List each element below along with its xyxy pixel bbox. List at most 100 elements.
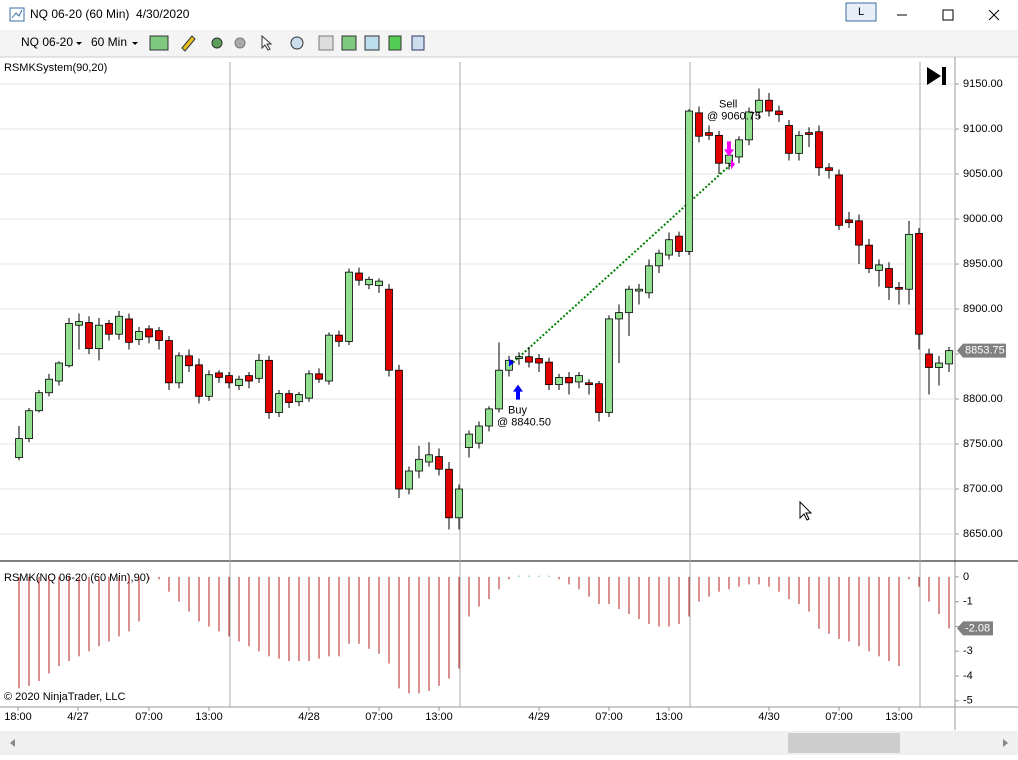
copyright: © 2020 NinjaTrader, LLC	[4, 691, 125, 703]
chart-trader-icon[interactable]	[388, 35, 402, 51]
candle-body	[255, 359, 263, 379]
properties-icon[interactable]	[318, 35, 334, 51]
y-tick-label: 8650.00	[963, 528, 1003, 540]
candle-body	[365, 278, 373, 286]
candle-body	[455, 488, 463, 519]
y-tick-label: -5	[963, 695, 973, 707]
candle-body	[325, 334, 333, 382]
candle-body	[585, 382, 593, 386]
x-tick-label: 13:00	[655, 711, 683, 723]
candle-body	[805, 132, 813, 135]
candle-body	[105, 323, 113, 335]
y-tick-label: 8800.00	[963, 393, 1003, 405]
candle-body	[35, 392, 43, 412]
x-tick-label: 4/29	[528, 711, 549, 723]
search-icon[interactable]	[290, 36, 304, 50]
candle-body	[845, 219, 853, 224]
candle-body	[565, 377, 573, 384]
app-icon-line	[11, 9, 23, 19]
last-price-tag	[957, 343, 1006, 358]
candle-body	[665, 239, 673, 256]
instrument-selector[interactable]: NQ 06-20	[21, 35, 73, 49]
candle-body	[355, 272, 363, 281]
candle-body	[875, 264, 883, 271]
candle-body	[195, 364, 203, 397]
x-tick-label: 18:00	[4, 711, 32, 723]
y-tick-label: 8700.00	[963, 483, 1003, 495]
candle-body	[825, 167, 833, 171]
candle-body	[535, 358, 543, 364]
candle-body	[185, 355, 193, 367]
candle-body	[415, 458, 423, 472]
candle-body	[405, 470, 413, 490]
y-tick-label: -1	[963, 596, 973, 608]
candle-body	[695, 112, 703, 137]
candle-body	[735, 139, 743, 158]
candle-body	[945, 350, 953, 365]
close[interactable]	[988, 9, 1000, 21]
trade-label: Buy	[508, 404, 527, 416]
candle-body	[765, 99, 773, 112]
trade-marker	[731, 159, 735, 170]
candle-body	[425, 454, 433, 463]
indicators-icon[interactable]	[341, 35, 357, 51]
x-tick-label: 13:00	[425, 711, 453, 723]
x-tick-label: 07:00	[135, 711, 163, 723]
dropdown-arrow[interactable]	[132, 42, 138, 45]
candle-body	[495, 369, 503, 410]
x-tick-label: 13:00	[195, 711, 223, 723]
candle-body	[865, 244, 873, 269]
y-tick-label: 9000.00	[963, 213, 1003, 225]
candle-body	[755, 99, 763, 113]
candle-body	[905, 233, 913, 290]
candle-body	[335, 334, 343, 342]
buy-arrow	[513, 384, 523, 400]
pointer-icon[interactable]	[261, 34, 273, 51]
data-box-icon[interactable]	[411, 35, 425, 51]
y-tick-label: 9050.00	[963, 168, 1003, 180]
toolbar	[0, 30, 1018, 57]
interval-selector[interactable]: 60 Min	[91, 35, 127, 49]
y-tick-label: 8900.00	[963, 303, 1003, 315]
candle-body	[745, 111, 753, 141]
candle-body	[815, 131, 823, 169]
candle-body	[95, 324, 103, 350]
candle-body	[65, 323, 73, 367]
candle-body	[625, 288, 633, 314]
drawing-tool-icon[interactable]	[181, 35, 196, 52]
candle-body	[925, 353, 933, 368]
mouse-cursor	[799, 500, 813, 521]
link-button[interactable]	[845, 2, 877, 22]
last-value-label: -2.08	[965, 622, 990, 634]
y-tick-label: 8950.00	[963, 258, 1003, 270]
y-tick-label: 8750.00	[963, 438, 1003, 450]
candle-body	[835, 174, 843, 226]
candle-body	[855, 220, 863, 246]
scrollbar-thumb[interactable]	[788, 733, 900, 753]
bar-style-icon[interactable]	[149, 35, 169, 51]
strategies-icon[interactable]	[364, 35, 380, 51]
candle-body	[615, 312, 623, 320]
x-tick-label: 07:00	[365, 711, 393, 723]
candle-body	[885, 268, 893, 288]
candle-body	[145, 328, 153, 338]
link-button-label[interactable]: L	[858, 6, 864, 18]
trade-price: @ 9060.75	[707, 110, 761, 122]
candle-body	[375, 280, 383, 287]
zoom-in-icon[interactable]	[211, 37, 223, 49]
candle-body	[775, 110, 783, 116]
y-tick-label: 9150.00	[963, 78, 1003, 90]
candle-body	[155, 330, 163, 341]
x-tick-label: 4/27	[67, 711, 88, 723]
last-value-tag	[957, 621, 993, 636]
sell-arrow	[724, 141, 734, 157]
window-title: NQ 06-20 (60 Min) 4/30/2020	[30, 7, 190, 21]
zoom-out-icon[interactable]	[234, 37, 246, 49]
y-tick-label: -3	[963, 645, 973, 657]
maximize[interactable]	[942, 9, 954, 21]
candle-body	[275, 393, 283, 413]
toolbar-icons[interactable]	[149, 34, 425, 52]
dropdown-arrow[interactable]	[76, 42, 82, 45]
go-to-end[interactable]	[927, 67, 946, 85]
candle-body	[55, 362, 63, 382]
